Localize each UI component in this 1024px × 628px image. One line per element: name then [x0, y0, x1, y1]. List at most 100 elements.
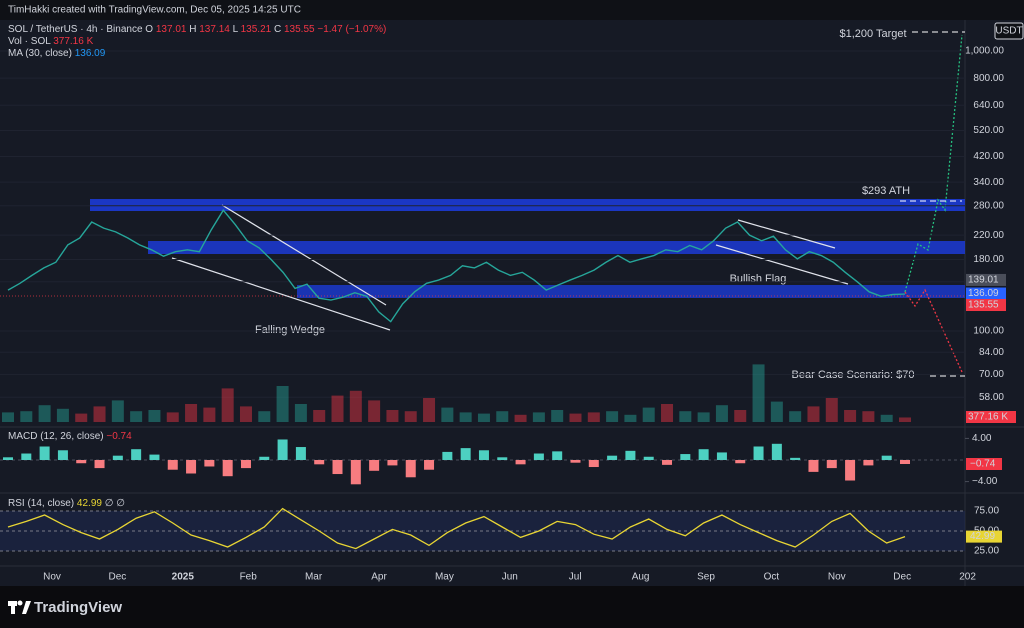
- macd-bar: [186, 460, 197, 474]
- macd-bar: [240, 460, 251, 469]
- legend-line: RSI (14, close) 42.99 ∅ ∅: [8, 498, 125, 509]
- macd-bar: [350, 460, 361, 485]
- price-tick-label: 420.00: [973, 151, 1004, 162]
- macd-bar: [131, 449, 142, 460]
- volume-bar: [661, 404, 674, 422]
- volume-bar: [899, 417, 911, 422]
- volume-bar: [606, 411, 619, 422]
- rsi-badge-label: 42.99: [970, 531, 995, 542]
- annotation: $1,200 Target: [839, 28, 906, 40]
- legend-item: 135.55: [284, 24, 315, 35]
- volume-bar: [111, 400, 124, 422]
- legend-item: 135.21: [241, 24, 272, 35]
- volume-bar: [239, 406, 252, 422]
- macd-bar: [94, 460, 105, 469]
- volume-bar: [825, 398, 838, 422]
- macd-bar: [570, 460, 581, 463]
- price-tick-label: 640.00: [973, 100, 1004, 111]
- volume-bar: [715, 405, 728, 422]
- annotation: Bear Case Scenario: $70: [792, 369, 915, 381]
- macd-bar: [57, 450, 68, 460]
- volume-bar: [624, 414, 637, 422]
- macd-bar: [39, 446, 50, 460]
- volume-bar: [313, 410, 326, 422]
- price-tick-label: 280.00: [973, 200, 1004, 211]
- volume-bar: [258, 411, 271, 422]
- volume-bar: [75, 413, 88, 422]
- volume-bar: [221, 388, 234, 422]
- annotation: Falling Wedge: [255, 324, 325, 336]
- annotation: $293 ATH: [862, 185, 910, 197]
- macd-bar: [790, 457, 801, 460]
- macd-bar: [332, 460, 343, 475]
- legend-item: 42.99: [77, 498, 102, 509]
- price-badge: [966, 299, 1006, 312]
- support-band: [297, 285, 965, 298]
- time-label: Aug: [632, 572, 650, 583]
- legend-item: L: [233, 24, 239, 35]
- volume-bar: [679, 411, 692, 422]
- legend-item: H: [189, 24, 196, 35]
- macd-bar: [698, 449, 709, 460]
- volume-bar: [423, 398, 436, 422]
- chart-background: [0, 20, 1024, 586]
- legend-item: 377.16 K: [53, 36, 93, 47]
- price-tick-label: 70.00: [979, 369, 1004, 380]
- volume-bar: [56, 408, 69, 422]
- volume-bar: [148, 410, 161, 422]
- macd-bar: [314, 460, 325, 465]
- volume-bar: [294, 404, 307, 422]
- macd-bar: [515, 460, 526, 465]
- price-badge-label: 139.01: [968, 275, 999, 286]
- macd-bar: [3, 457, 13, 460]
- macd-bar: [826, 460, 837, 469]
- legend-line: MA (30, close) 136.09: [8, 48, 106, 59]
- legend-item: 137.01: [156, 24, 187, 35]
- volume-bar: [844, 410, 857, 422]
- macd-bar: [149, 454, 160, 460]
- macd-bar: [552, 451, 563, 460]
- brand-name: TradingView: [34, 599, 122, 616]
- macd-tick-label: 4.00: [972, 433, 992, 444]
- macd-bar: [607, 455, 618, 460]
- macd-bar: [863, 460, 874, 466]
- price-tick-label: 800.00: [973, 73, 1004, 84]
- legend-item: C: [274, 24, 281, 35]
- price-tick-label: 220.00: [973, 230, 1004, 241]
- rsi-tick-label: 25.00: [974, 546, 999, 557]
- volume-bar: [459, 412, 472, 422]
- time-label: Jul: [569, 572, 582, 583]
- volume-bar: [331, 395, 344, 422]
- volume-bar: [130, 411, 143, 422]
- logo-mark: [11, 606, 15, 614]
- volume-badge-label: 377.16 K: [968, 412, 1008, 423]
- volume-bar: [807, 406, 820, 422]
- macd-bar: [387, 460, 398, 466]
- macd-bar: [771, 443, 782, 460]
- volume-bar: [477, 413, 490, 422]
- resistance-band: [90, 199, 965, 211]
- macd-bar: [76, 460, 87, 464]
- volume-bar: [551, 410, 564, 422]
- price-tick-label: 100.00: [973, 326, 1004, 337]
- volume-bar: [642, 407, 655, 422]
- price-badge-label: 136.09: [968, 288, 999, 299]
- time-label: Dec: [109, 572, 127, 583]
- legend-item: Vol · SOL: [8, 36, 51, 47]
- time-label: 2025: [172, 572, 195, 583]
- volume-bar: [93, 406, 106, 422]
- resistance-band: [148, 241, 965, 254]
- macd-bar: [588, 460, 599, 468]
- price-tick-label: 58.00: [979, 392, 1004, 403]
- legend-item: SOL / TetherUS · 4h · Binance: [8, 24, 143, 35]
- macd-bar: [424, 460, 435, 470]
- volume-bar: [862, 411, 875, 422]
- macd-bar: [735, 460, 746, 464]
- volume-bar: [404, 411, 417, 422]
- macd-bar: [497, 457, 508, 460]
- time-label: Mar: [305, 572, 323, 583]
- volume-bar: [368, 400, 381, 422]
- volume-bar: [880, 414, 893, 422]
